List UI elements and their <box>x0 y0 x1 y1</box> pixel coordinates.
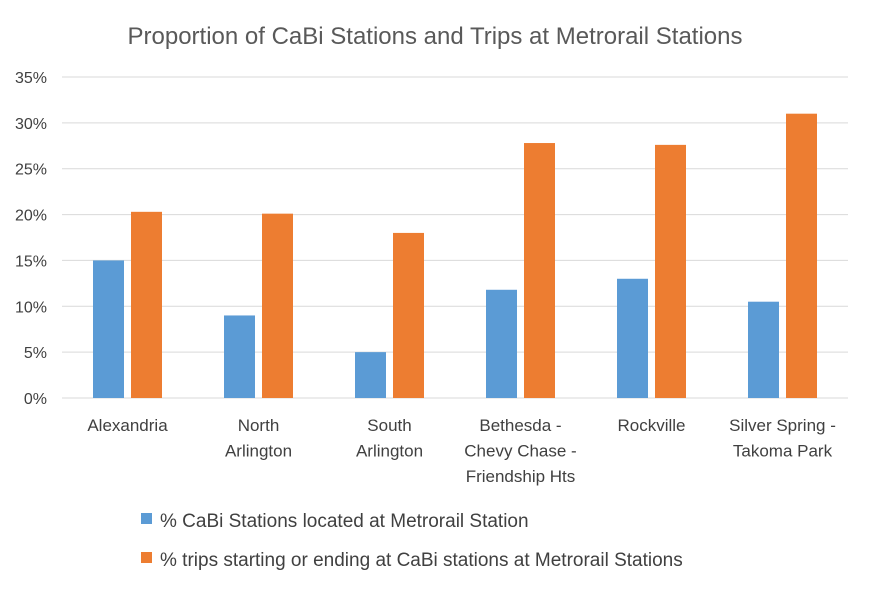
category-label: Arlington <box>225 442 292 461</box>
legend: % CaBi Stations located at Metrorail Sta… <box>141 511 683 571</box>
bar-series-1 <box>748 301 779 398</box>
bar-series-2 <box>786 113 817 398</box>
bar-series-2 <box>393 232 424 398</box>
legend-swatch <box>141 552 152 563</box>
y-tick-label: 30% <box>15 116 47 133</box>
bar-series-1 <box>486 289 517 398</box>
bars <box>93 113 817 398</box>
legend-label: % trips starting or ending at CaBi stati… <box>160 550 683 571</box>
category-label: Silver Spring - <box>729 416 836 435</box>
legend-label: % CaBi Stations located at Metrorail Sta… <box>160 511 529 532</box>
x-axis-category-labels: Alexandria North Arlington South Arlington Be… <box>87 416 836 486</box>
y-tick-label: 10% <box>15 299 47 316</box>
y-axis-tick-labels: 0% 5% 10% 15% 20% 25% 30% 35% <box>15 70 47 408</box>
category-label: Rockville <box>617 416 685 435</box>
bar-series-2 <box>131 211 162 398</box>
category-label: Alexandria <box>87 416 168 435</box>
category-label: Bethesda - <box>479 416 561 435</box>
bar-series-1 <box>224 315 255 398</box>
gridlines <box>62 76 848 399</box>
bar-series-2 <box>262 213 293 398</box>
y-tick-label: 15% <box>15 253 47 270</box>
y-tick-label: 20% <box>15 208 47 225</box>
bar-series-2 <box>524 143 555 398</box>
category-label: Friendship Hts <box>466 467 576 486</box>
bar-series-1 <box>355 352 386 398</box>
category-label: Arlington <box>356 442 423 461</box>
y-tick-label: 25% <box>15 162 47 179</box>
category-label: Takoma Park <box>733 442 833 461</box>
y-tick-label: 5% <box>24 345 47 362</box>
legend-swatch <box>141 513 152 524</box>
bar-series-1 <box>617 278 648 398</box>
category-label: Chevy Chase - <box>464 442 576 461</box>
chart-title: Proportion of CaBi Stations and Trips at… <box>128 23 743 50</box>
category-label: South <box>367 416 411 435</box>
y-tick-label: 35% <box>15 70 47 87</box>
bar-series-2 <box>655 144 686 398</box>
y-tick-label: 0% <box>24 391 47 408</box>
category-label: North <box>238 416 280 435</box>
bar-series-1 <box>93 260 124 398</box>
